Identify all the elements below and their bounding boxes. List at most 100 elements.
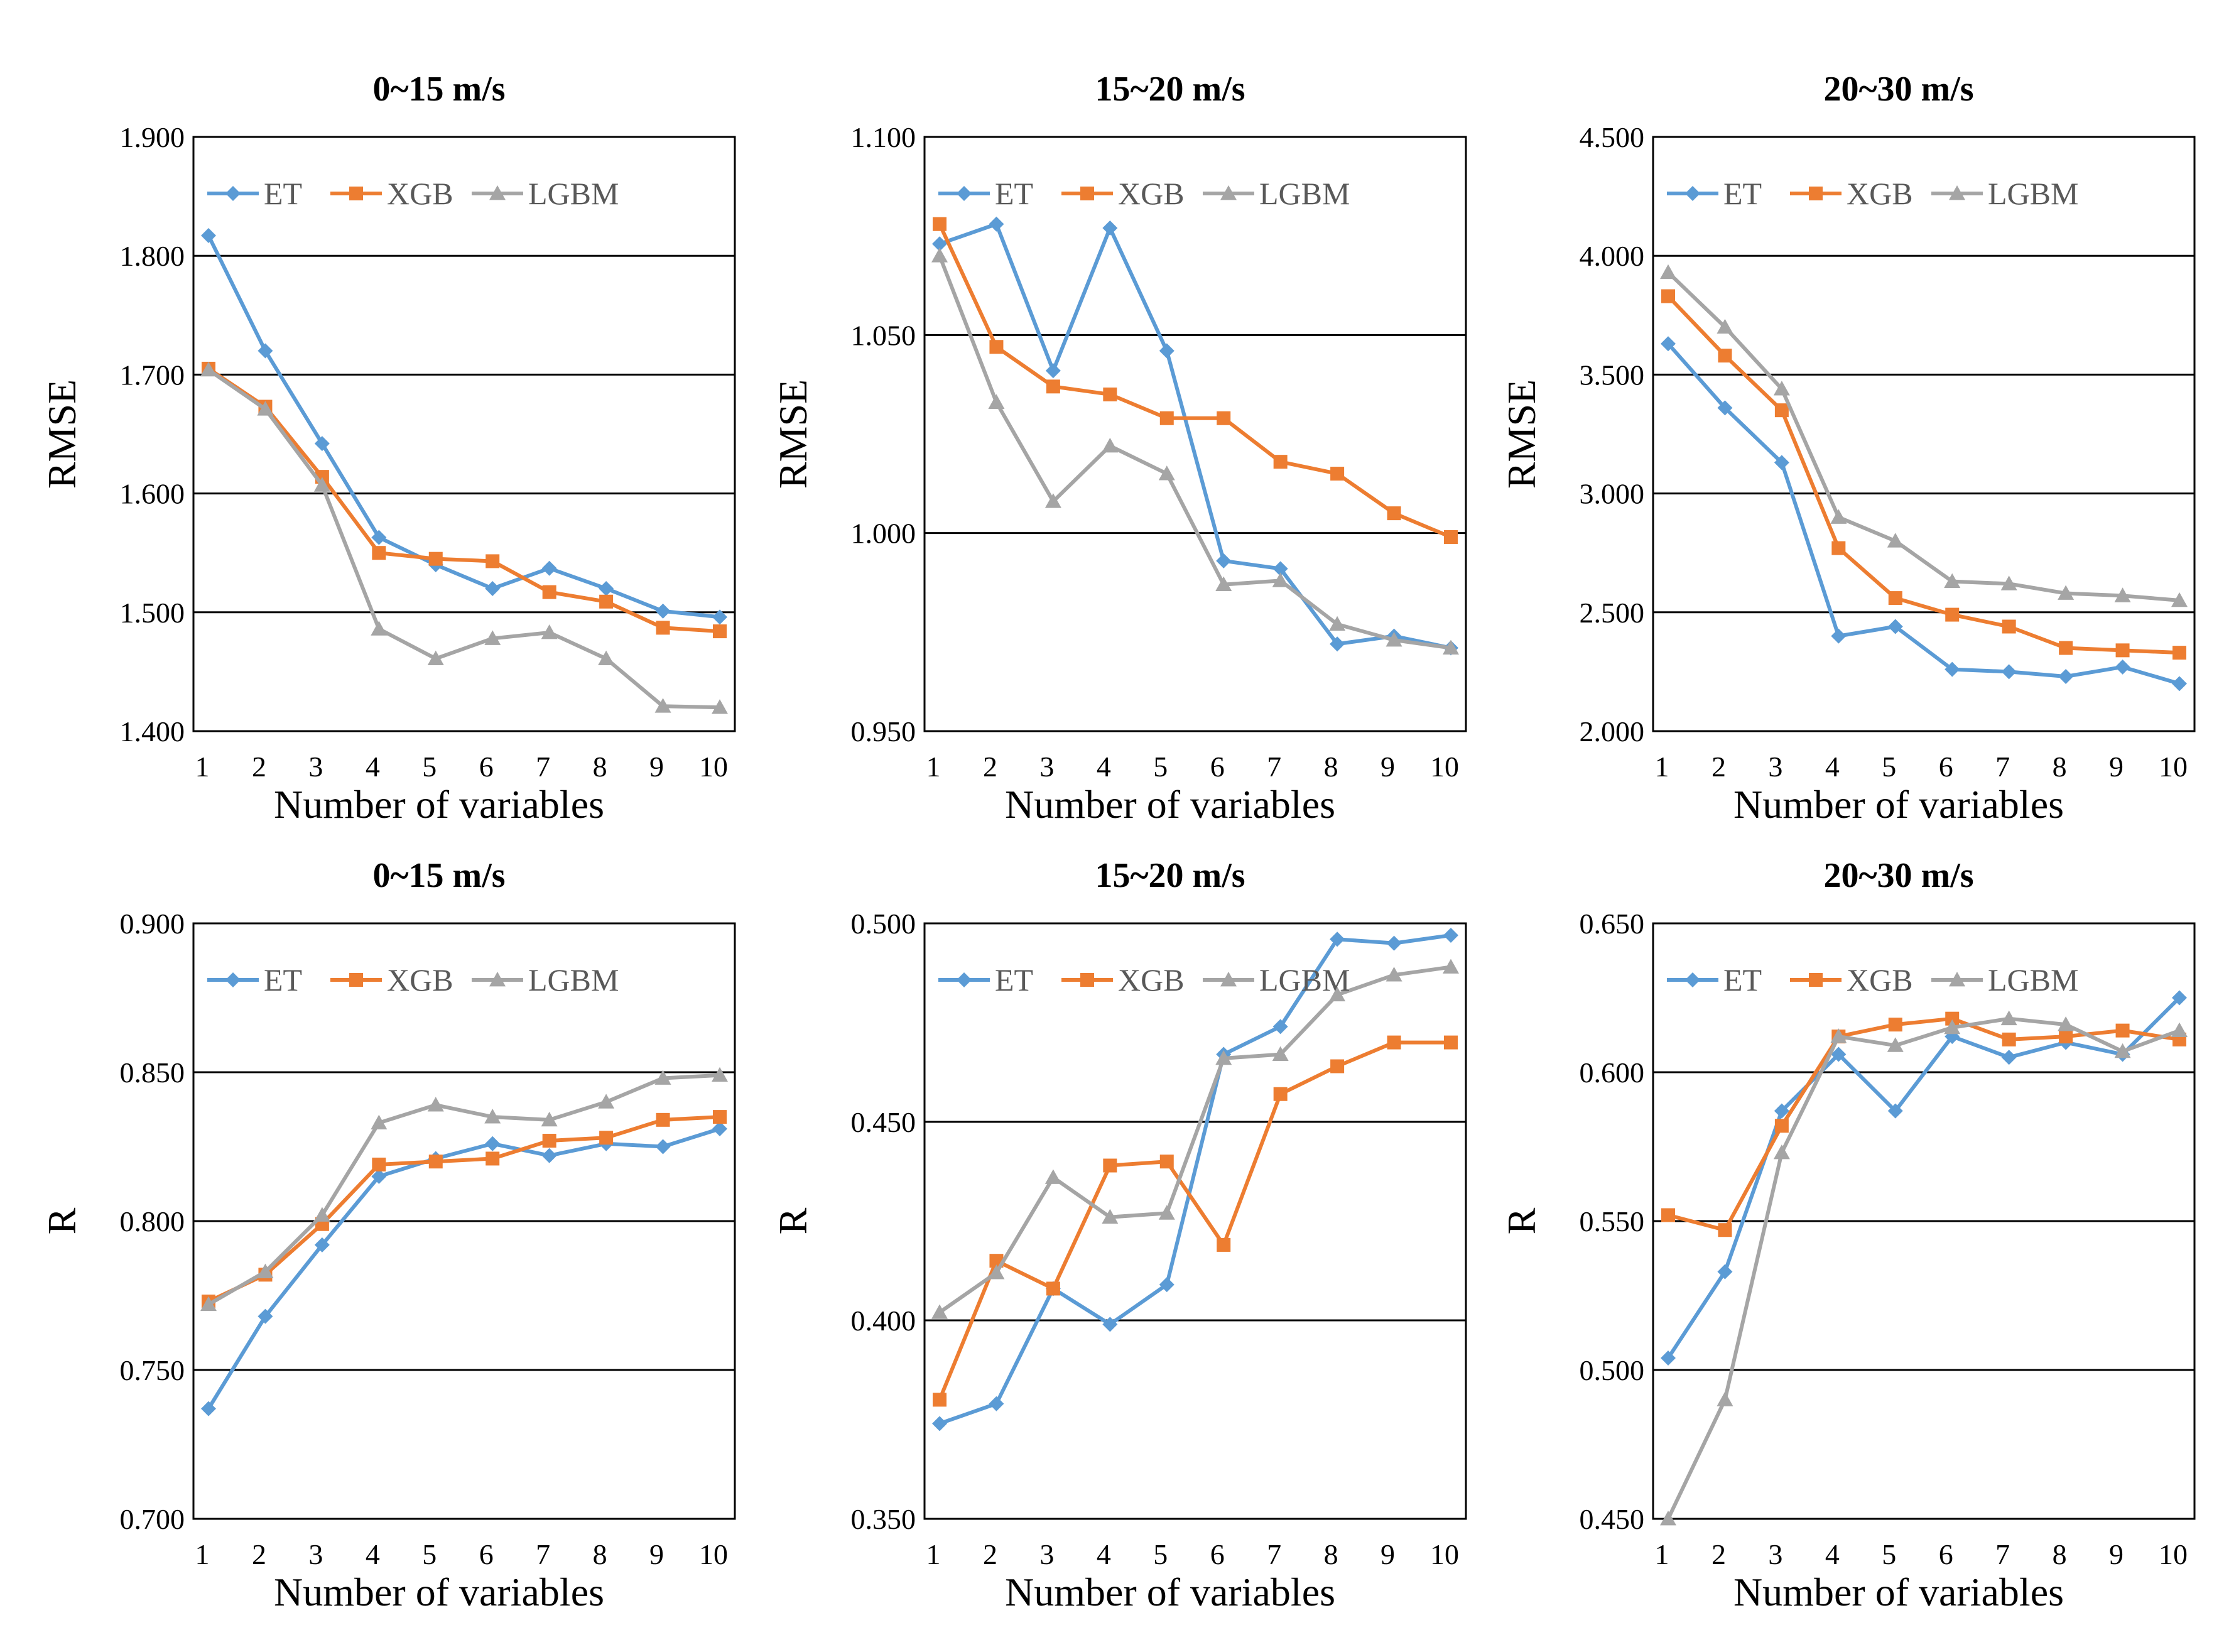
data-point-xgb <box>1888 591 1902 606</box>
plot-frame <box>923 922 1467 1520</box>
series-line-xgb <box>207 1115 720 1303</box>
y-tick-label: 1.700 <box>120 359 185 391</box>
x-tick-label: 7 <box>1995 751 2010 783</box>
chart-panel-5: 15~20 m/s 0.350 0.400 0.450 0.500 1 2 3 4 5 6 7 8 9 10… <box>771 856 1467 1614</box>
data-point-lgbm <box>1717 318 1733 334</box>
y-tick-label: 0.950 <box>851 715 916 747</box>
data-point-et <box>1831 1046 1847 1062</box>
y-tick-label: 1.600 <box>120 478 185 510</box>
data-point-lgbm <box>598 1094 615 1109</box>
data-point-lgbm <box>654 698 671 713</box>
x-tick-label: 2 <box>252 751 266 783</box>
x-axis-label: Number of variables <box>1733 782 2064 827</box>
data-point-xgb <box>1661 1208 1675 1222</box>
data-point-et <box>1774 455 1789 470</box>
x-tick-label: 4 <box>1097 751 1111 783</box>
data-point-et <box>712 1121 727 1137</box>
data-point-xgb <box>542 585 556 599</box>
x-tick-label: 5 <box>1882 751 1896 783</box>
data-point-xgb <box>1330 1059 1345 1073</box>
legend-label-lgbm: LGBM <box>528 962 619 997</box>
y-tick-label: 2.500 <box>1580 597 1645 629</box>
x-tick-label: 8 <box>2053 751 2067 783</box>
x-tick-label: 8 <box>2053 1538 2067 1570</box>
data-point-et <box>989 216 1004 232</box>
y-tick-label: 0.600 <box>1580 1057 1645 1089</box>
data-point-xgb <box>599 594 614 609</box>
data-point-xgb <box>2115 643 2130 658</box>
data-point-xgb <box>1774 403 1789 418</box>
x-tick-label: 8 <box>593 751 607 783</box>
legend-marker-et <box>957 186 972 201</box>
data-point-xgb <box>933 1393 947 1407</box>
legend-marker-et <box>225 972 241 987</box>
chart-title: 0~15 m/s <box>372 70 505 109</box>
data-point-et <box>655 1139 671 1155</box>
legend-marker-lgbm <box>489 185 506 200</box>
data-point-lgbm <box>200 361 217 377</box>
data-point-et <box>1661 336 1676 352</box>
data-point-xgb <box>485 554 500 568</box>
data-point-et <box>541 560 557 576</box>
x-tick-label: 10 <box>699 751 728 783</box>
data-point-lgbm <box>427 1097 444 1112</box>
legend-label-lgbm: LGBM <box>528 176 619 211</box>
data-point-et <box>2001 664 2017 680</box>
data-point-lgbm <box>1044 493 1061 508</box>
data-point-lgbm <box>1830 1028 1847 1043</box>
x-tick-label: 6 <box>1210 1538 1225 1570</box>
data-point-xgb <box>713 624 727 639</box>
data-point-et <box>1774 1103 1789 1119</box>
data-point-lgbm <box>1830 509 1847 524</box>
data-point-lgbm <box>1773 1144 1790 1160</box>
data-point-lgbm <box>1329 986 1346 1002</box>
data-point-xgb <box>599 1131 614 1145</box>
data-point-lgbm <box>313 1207 330 1222</box>
data-point-lgbm <box>541 624 558 639</box>
data-point-et <box>485 1136 501 1151</box>
data-point-lgbm <box>1660 1511 1676 1526</box>
data-point-lgbm <box>1158 1205 1175 1220</box>
legend-label-lgbm: LGBM <box>1259 176 1350 211</box>
legend-marker-xgb <box>1809 973 1823 987</box>
data-point-lgbm <box>1215 576 1232 592</box>
y-tick-label: 1.000 <box>851 518 916 550</box>
x-tick-label: 1 <box>926 751 941 783</box>
x-axis-label: Number of variables <box>274 1570 604 1614</box>
data-point-xgb <box>2002 619 2016 634</box>
y-axis-label: RMSE <box>40 379 84 489</box>
data-point-xgb <box>1387 1035 1401 1050</box>
data-point-et <box>1717 1264 1733 1280</box>
data-point-lgbm <box>712 699 728 714</box>
plot-frame <box>1652 922 2196 1520</box>
data-point-xgb <box>713 1110 727 1124</box>
legend-label-et: ET <box>264 176 302 211</box>
y-tick-label: 1.500 <box>120 597 185 629</box>
data-point-lgbm <box>598 650 615 665</box>
series-line-xgb <box>938 223 1452 539</box>
data-point-lgbm <box>257 401 274 416</box>
x-tick-label: 8 <box>1324 1538 1338 1570</box>
plot-frame <box>923 136 1467 732</box>
series-line-xgb <box>938 1040 1451 1401</box>
x-tick-label: 5 <box>1153 1538 1168 1570</box>
data-point-lgbm <box>1386 631 1402 647</box>
data-point-et <box>2058 668 2074 684</box>
x-tick-label: 2 <box>1711 1538 1726 1570</box>
data-point-et <box>1159 343 1174 359</box>
data-point-lgbm <box>931 247 948 263</box>
data-point-lgbm <box>931 1304 948 1319</box>
y-tick-label: 0.500 <box>851 908 916 940</box>
legend-marker-et <box>957 972 972 987</box>
x-tick-label: 3 <box>1768 1538 1782 1570</box>
data-point-et <box>932 236 947 252</box>
data-point-lgbm <box>2000 575 2017 590</box>
x-axis-label: Number of variables <box>274 782 604 827</box>
data-point-et <box>371 1168 387 1184</box>
legend-label-lgbm: LGBM <box>1259 962 1350 997</box>
data-point-xgb <box>1387 506 1401 521</box>
data-point-lgbm <box>1443 959 1459 974</box>
data-point-lgbm <box>712 1067 728 1082</box>
data-point-xgb <box>485 1151 500 1166</box>
data-point-xgb <box>1661 289 1675 303</box>
